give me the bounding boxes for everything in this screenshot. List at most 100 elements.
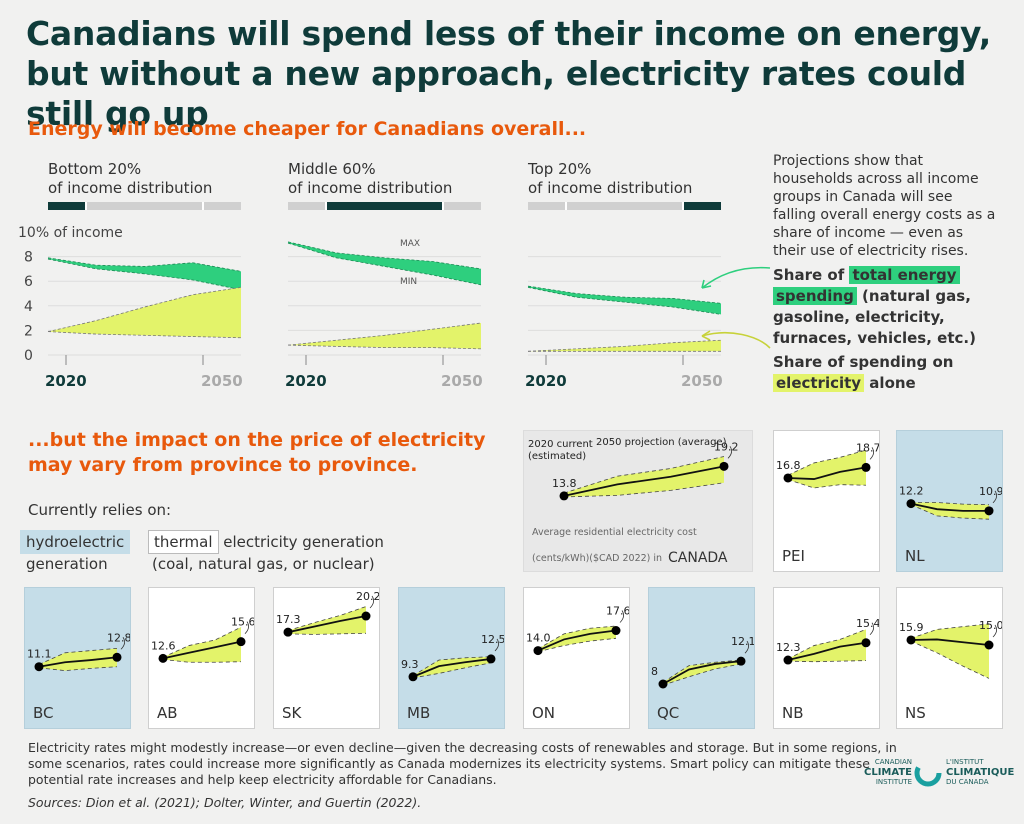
region-chart: 12.3 15.4 (776, 617, 879, 665)
start-value: 16.8 (776, 459, 801, 472)
band-lower (563, 482, 725, 498)
band-upper (412, 656, 492, 676)
start-point (906, 499, 916, 509)
legend-hydro: hydroelectric generation (20, 530, 131, 574)
end-value: 15.0 (979, 619, 1002, 632)
electricity-band (528, 340, 721, 352)
end-value: 15.6 (231, 616, 254, 629)
end-point (611, 626, 621, 636)
end-point (112, 652, 122, 662)
average-line (563, 465, 725, 497)
share-elec-legend: Share of spending on electricity alone (773, 352, 1013, 394)
subtitle-energy: Energy will become cheaper for Canadians… (28, 118, 587, 140)
average-line (910, 638, 990, 646)
end-point (361, 611, 371, 621)
average-line (662, 660, 742, 685)
group-name: Middle 60% (288, 160, 376, 178)
x-start-label: 2020 (525, 372, 567, 390)
average-line (787, 466, 867, 480)
start-value: 12.6 (151, 639, 176, 652)
average-line (162, 640, 242, 660)
end-point (984, 640, 994, 650)
start-value: 13.8 (552, 477, 577, 490)
region-chart: 14.0 17.6 (526, 605, 629, 656)
region-card-canada: 13.8 19.2 2020 current (estimated) 2050 proj… (523, 430, 753, 572)
chart-caption: Average residential electricity cost (532, 527, 697, 538)
annotation-projection: 2050 projection (average) (596, 437, 727, 448)
distribution-highlight (326, 202, 443, 210)
spending-highlight: spending (773, 287, 857, 305)
band-upper (537, 625, 617, 650)
end-value: 18.7 (856, 441, 879, 454)
region-label: NS (905, 704, 926, 722)
start-value: 12.3 (776, 641, 801, 654)
band-upper (787, 629, 867, 660)
band-lower (412, 662, 492, 679)
share-total-legend: Share of total energy spending (natural … (773, 265, 1013, 349)
average-line (537, 629, 617, 652)
min-label: MIN (400, 277, 417, 287)
start-value: 11.1 (27, 648, 52, 661)
region-card-mb: 9.3 12.5 MB (398, 587, 505, 729)
distribution-highlight (682, 202, 721, 210)
projection-text: Projections show that households across … (773, 153, 996, 259)
total-max-line (47, 257, 242, 272)
logo-fr1: L'INSTITUT (946, 758, 984, 766)
start-point (559, 491, 569, 501)
band-upper (662, 659, 742, 683)
region-label: NB (782, 704, 804, 722)
band-upper (910, 623, 990, 639)
legend-title: Currently relies on: (28, 501, 172, 519)
region-chart: 12.2 10.9 (899, 485, 1002, 520)
total-min-line (47, 258, 242, 291)
elec-max-line (47, 286, 242, 333)
y-tick-label: 6 (24, 274, 33, 290)
distribution-bar (528, 202, 721, 210)
electricity-highlight: electricity (773, 374, 865, 392)
total-energy-highlight: total energy (849, 266, 960, 284)
end-arrow (744, 640, 749, 654)
elec-max-line (287, 322, 482, 346)
start-point (658, 679, 668, 689)
subtitle-provinces: ...but the impact on the price of electr… (28, 429, 486, 476)
end-arrow (869, 447, 874, 460)
region-chart: 12.6 15.6 (151, 616, 254, 663)
share-total-rest: (natural gas, gasoline, electricity, fur… (773, 287, 976, 347)
end-value: 20.2 (356, 590, 379, 603)
y-tick-label: 8 (24, 250, 33, 266)
end-arrow (369, 595, 374, 609)
share-elec-rest: alone (864, 374, 916, 392)
band-lower (162, 659, 242, 663)
average-line (38, 656, 118, 668)
average-line (910, 502, 989, 512)
legend-thermal-rest: electricity generation (218, 533, 384, 551)
x-start-label: 2020 (285, 372, 327, 390)
region-card-ns: 15.9 15.0 NS (896, 587, 1003, 729)
total-max-line (527, 285, 722, 304)
annotation-current: 2020 current (528, 439, 593, 450)
end-point (486, 654, 496, 664)
average-line (287, 615, 367, 634)
start-value: 14.0 (526, 632, 551, 645)
elec-min-line (47, 331, 242, 339)
start-point (783, 473, 793, 483)
y-tick-label: 4 (24, 299, 33, 315)
chart-caption-2: (cents/kWh)($CAD 2022) in (532, 553, 662, 564)
band-upper (38, 647, 118, 665)
logo: CANADIAN CLIMATE INSTITUTE L'INSTITUT CL… (858, 756, 1014, 796)
y-axis-label: 10% of income (18, 225, 123, 241)
end-point (736, 656, 746, 666)
x-end-label: 2050 (201, 372, 243, 390)
end-point (861, 462, 871, 472)
distribution-bar (48, 202, 241, 210)
band-lower (38, 666, 118, 672)
end-value: 12.8 (107, 631, 130, 644)
start-point (533, 646, 543, 656)
legend-thermal: thermal electricity generation (coal, na… (148, 530, 384, 574)
legend-thermal-swatch: thermal (148, 530, 219, 554)
region-chart: 9.3 12.5 (401, 633, 504, 682)
arrows-icon (701, 266, 771, 349)
total-min-line (527, 286, 722, 315)
region-chart: 17.3 20.2 (276, 590, 379, 637)
